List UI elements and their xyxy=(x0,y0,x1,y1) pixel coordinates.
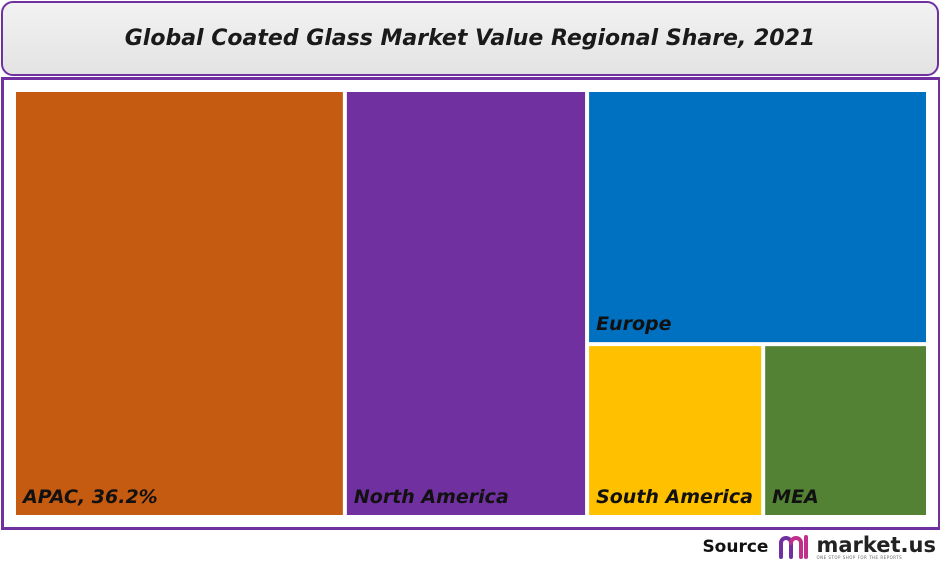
treemap-frame: APAC, 36.2% North America Europe South Amer… xyxy=(1,77,940,530)
treemap-tile-north-america xyxy=(346,92,586,515)
treemap-label-south-america: South America xyxy=(596,486,753,508)
chart-title-box: Global Coated Glass Market Value Regiona… xyxy=(1,1,939,76)
brand-tagline: ONE STOP SHOP FOR THE REPORTS xyxy=(816,554,903,560)
treemap-chart: APAC, 36.2% North America Europe South Amer… xyxy=(16,92,926,515)
treemap-label-europe: Europe xyxy=(596,313,672,335)
brand-name: market.us xyxy=(816,532,936,557)
treemap-label-apac: APAC, 36.2% xyxy=(21,486,158,508)
market-us-logo-icon xyxy=(779,535,809,559)
chart-title: Global Coated Glass Market Value Regiona… xyxy=(124,26,816,51)
treemap-tile-apac xyxy=(16,92,343,515)
brand-logo: market.us ONE STOP SHOP FOR THE REPORTS xyxy=(778,533,936,561)
source-row: Source market.us ONE STOP SHOP FOR THE R… xyxy=(702,531,936,563)
treemap-label-mea: MEA xyxy=(772,486,819,508)
treemap-tile-mea xyxy=(765,346,926,515)
source-label: Source xyxy=(702,537,769,557)
treemap-label-north-america: North America xyxy=(354,486,509,508)
treemap-tile-south-america xyxy=(589,346,762,515)
treemap-tile-europe xyxy=(589,92,926,343)
